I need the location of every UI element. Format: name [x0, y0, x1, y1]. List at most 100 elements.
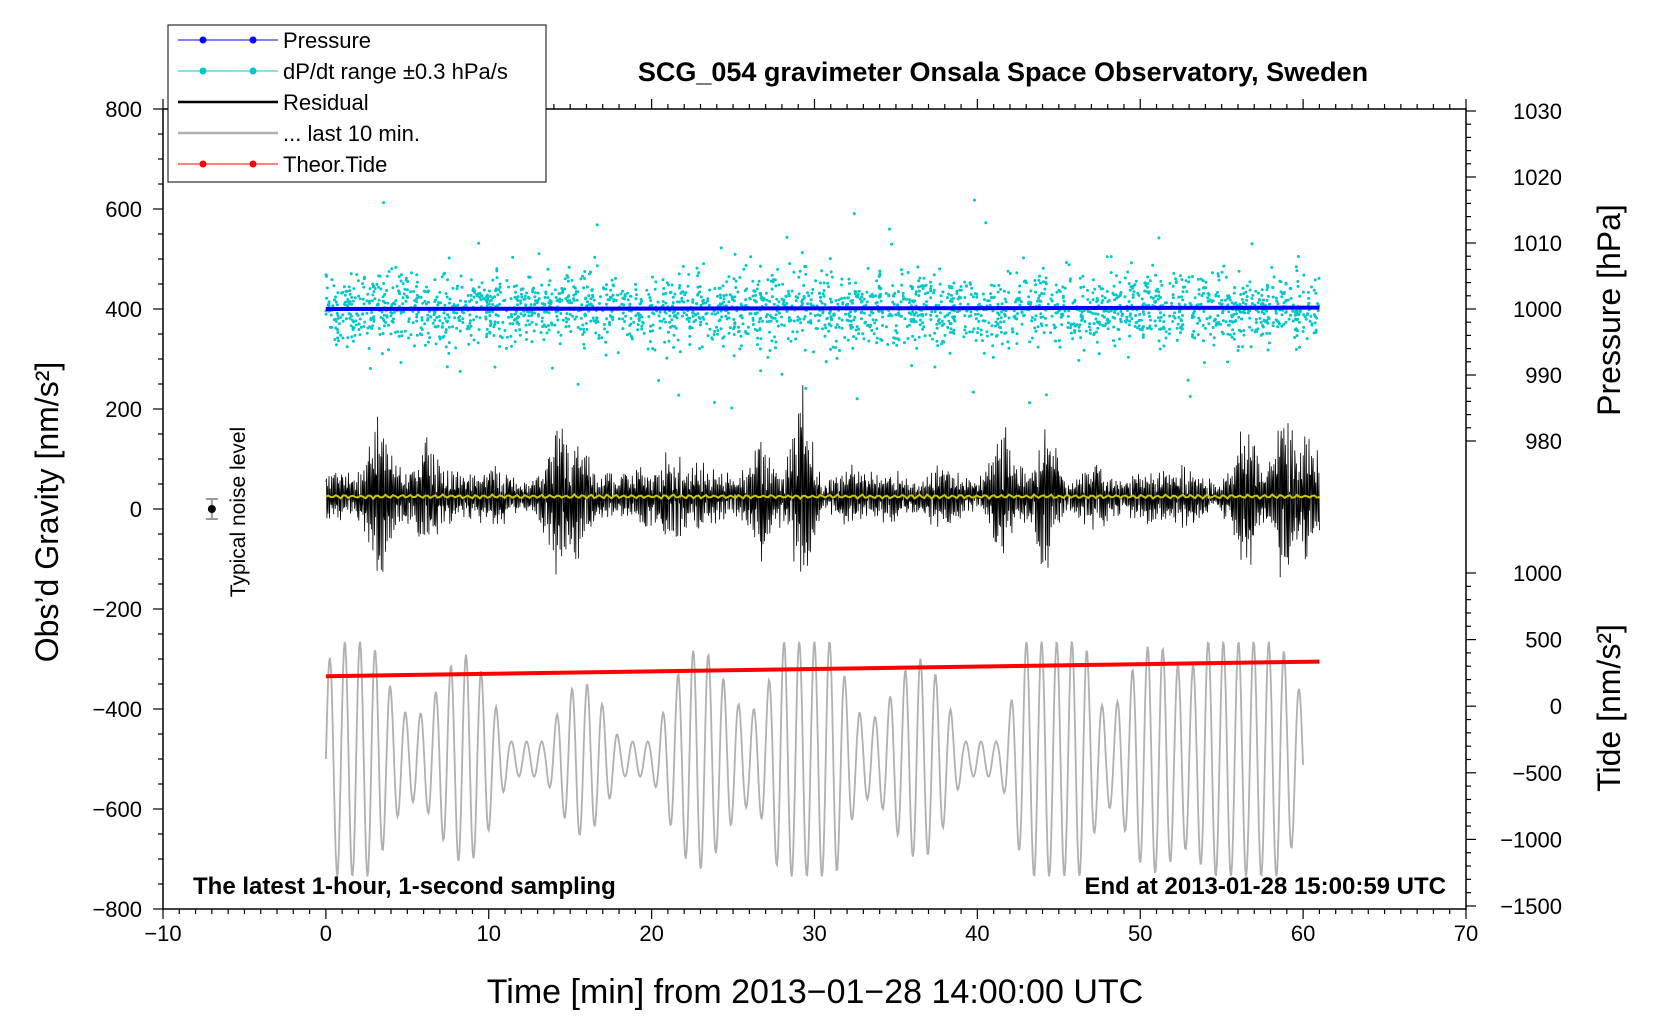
dpdt-point	[999, 316, 1003, 320]
dpdt-point	[1270, 266, 1274, 269]
dpdt-point	[624, 314, 628, 318]
dpdt-point	[632, 320, 636, 324]
dpdt-point	[488, 314, 492, 317]
dpdt-point	[1064, 261, 1068, 264]
dpdt-point	[567, 324, 571, 328]
dpdt-point	[1226, 360, 1230, 364]
dpdt-point	[648, 340, 652, 344]
dpdt-point	[999, 330, 1003, 334]
dpdt-point	[1280, 324, 1284, 328]
dpdt-point	[1089, 310, 1092, 314]
dpdt-point	[605, 317, 609, 321]
dpdt-point	[544, 292, 548, 296]
dpdt-point	[486, 295, 490, 298]
dpdt-point	[917, 285, 921, 289]
dpdt-point	[1198, 319, 1202, 323]
dpdt-point	[1256, 327, 1260, 331]
dpdt-point	[976, 312, 980, 316]
dpdt-point	[680, 296, 684, 300]
dpdt-point	[663, 340, 667, 344]
dpdt-point	[1159, 315, 1163, 319]
dpdt-point	[1230, 335, 1234, 339]
dpdt-point	[1141, 310, 1145, 314]
dpdt-point	[733, 322, 737, 326]
dpdt-point	[946, 326, 950, 329]
dpdt-point	[916, 265, 920, 269]
dpdt-point	[436, 324, 440, 328]
dpdt-point	[1141, 302, 1145, 306]
dpdt-point	[739, 302, 743, 306]
dpdt-point	[988, 303, 992, 307]
dpdt-point	[872, 295, 876, 299]
dpdt-point	[647, 292, 651, 296]
dpdt-point	[385, 274, 389, 278]
dpdt-point	[649, 299, 653, 303]
dpdt-point	[1312, 288, 1316, 292]
dpdt-point	[732, 299, 736, 303]
dpdt-point	[585, 328, 589, 331]
dpdt-point	[678, 350, 682, 354]
dpdt-point	[968, 314, 971, 318]
dpdt-point	[341, 313, 345, 317]
dpdt-point	[905, 297, 909, 301]
dpdt-point	[1197, 316, 1201, 320]
dpdt-point	[1094, 330, 1098, 334]
dpdt-point	[733, 252, 737, 256]
dpdt-point	[894, 313, 898, 317]
dpdt-point	[892, 294, 895, 298]
dpdt-point	[472, 338, 476, 342]
dpdt-point	[587, 272, 591, 276]
dpdt-point	[702, 262, 706, 266]
dpdt-point	[796, 318, 800, 322]
dpdt-point	[636, 328, 640, 332]
dpdt-point	[547, 283, 551, 287]
dpdt-point	[617, 317, 621, 321]
dpdt-point	[1120, 314, 1124, 318]
dpdt-point	[1033, 326, 1037, 330]
dpdt-point	[782, 298, 786, 302]
dpdt-point	[1171, 320, 1175, 323]
dpdt-point	[820, 327, 824, 331]
dpdt-point	[892, 341, 896, 345]
dpdt-point	[757, 279, 761, 283]
dpdt-point	[802, 317, 806, 321]
dpdt-point	[1174, 281, 1178, 285]
dpdt-point	[893, 336, 897, 340]
dpdt-point	[829, 270, 833, 274]
noise-point	[207, 505, 216, 513]
dpdt-point	[432, 313, 436, 317]
dpdt-point	[652, 312, 656, 316]
dpdt-point	[514, 290, 517, 294]
dpdt-point	[952, 331, 956, 335]
dpdt-point	[1106, 327, 1110, 331]
dpdt-point	[1219, 322, 1223, 326]
dpdt-point	[857, 332, 861, 336]
dpdt-point	[935, 314, 939, 318]
dpdt-point	[1232, 291, 1236, 295]
dpdt-point	[547, 328, 551, 332]
dpdt-point	[672, 333, 676, 337]
dpdt-point	[851, 301, 854, 305]
dpdt-point	[587, 294, 591, 298]
dpdt-point	[1141, 333, 1145, 337]
dpdt-point	[677, 272, 681, 276]
dpdt-point	[1000, 342, 1004, 346]
dpdt-point	[1199, 277, 1203, 281]
dpdt-point	[1246, 311, 1250, 315]
dpdt-point	[1018, 303, 1022, 307]
dpdt-point	[623, 320, 626, 323]
dpdt-point	[1260, 301, 1264, 305]
dpdt-point	[1168, 314, 1172, 318]
dpdt-point	[604, 353, 608, 357]
legend-label: dP/dt range ±0.3 hPa/s	[283, 59, 508, 84]
dpdt-point	[626, 298, 630, 302]
dpdt-point	[629, 317, 633, 320]
left-tick-label: 400	[105, 297, 142, 322]
dpdt-point	[504, 346, 508, 350]
dpdt-point	[1296, 329, 1299, 333]
dpdt-point	[1103, 296, 1107, 300]
dpdt-point	[493, 323, 497, 326]
dpdt-point	[949, 327, 953, 331]
dpdt-point	[1183, 303, 1187, 307]
